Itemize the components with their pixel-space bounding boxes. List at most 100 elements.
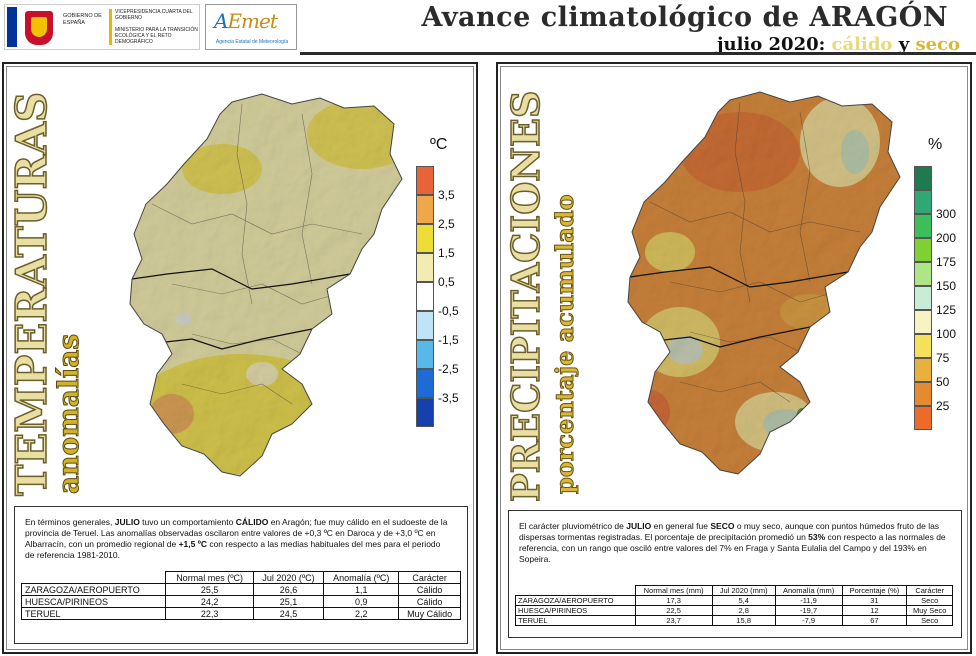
- vicepresidency-text: Vicepresidencia Cuarta del Gobierno: [115, 9, 193, 21]
- precipitation-vertical-subtitle: porcentaje acumulado: [550, 194, 580, 495]
- gov-label: Gobierno de España: [63, 13, 102, 26]
- page-subtitle: julio 2020: cálido y seco: [717, 34, 960, 55]
- table-cell: 67: [841, 615, 908, 626]
- table-cell: 31: [841, 595, 908, 606]
- station-name: TERUEL: [20, 607, 167, 620]
- precip-desc-p1: El carácter pluviométrico de: [519, 521, 627, 531]
- table-row: HUESCA/PIRINEOS 24,2 25,1 0,9 Cálido: [20, 595, 461, 608]
- temp-aragon-outline: [129, 93, 403, 477]
- precip-col-character: Carácter: [906, 585, 953, 596]
- station-name: HUESCA/PIRINEOS: [20, 595, 167, 608]
- precipitation-legend-label: 50: [936, 375, 950, 389]
- station-name: ZARAGOZA/AEROPUERTO: [20, 583, 167, 596]
- aemet-a: A: [214, 9, 228, 33]
- subtitle-dry: seco: [915, 34, 960, 55]
- government-logo: Gobierno de España Vicepresidencia Cuart…: [4, 4, 200, 50]
- temperature-description: En términos generales, JULIO tuvo un com…: [25, 517, 449, 561]
- temperature-legend-swatch: [416, 340, 434, 369]
- precip-desc-character: SECO: [710, 521, 735, 531]
- precipitation-table-header: Normal mes (mm) Jul 2020 (mm) Anomalía (…: [516, 585, 953, 596]
- table-cell: 25,5: [165, 583, 254, 596]
- temperature-legend-label: -3,5: [438, 391, 459, 405]
- temperature-summary-box: En términos generales, JULIO tuvo un com…: [14, 506, 468, 644]
- precip-col-jul2020: Jul 2020 (mm): [711, 585, 776, 596]
- table-cell: 22,5: [634, 605, 713, 616]
- title-divider: [300, 52, 976, 55]
- temp-relief-shading: [130, 94, 402, 476]
- temp-col-jul2020: Jul 2020 (ºC): [252, 571, 325, 584]
- precipitation-legend-label: 300: [936, 207, 957, 221]
- table-cell: 17,3: [634, 595, 713, 606]
- temperature-legend-label: 0,5: [438, 275, 455, 289]
- temperature-legend-swatch: [416, 369, 434, 398]
- table-row: TERUEL 23,7 15,8 -7,9 67 Seco: [515, 615, 953, 626]
- table-cell: Cálido: [398, 583, 461, 596]
- precip-desc-average: 53%: [808, 532, 826, 542]
- precip-desc-p3: o muy seco, aunque con puntos húmedos fr…: [519, 521, 940, 542]
- table-cell: 15,8: [711, 615, 776, 626]
- table-corner: [516, 586, 636, 596]
- temperature-table: Normal mes (ºC) Jul 2020 (ºC) Anomalía (…: [20, 571, 461, 620]
- precipitation-legend-label: 100: [936, 327, 957, 341]
- ministry-label: Vicepresidencia Cuarta del Gobierno Mini…: [109, 9, 201, 45]
- table-cell: Seco: [906, 615, 953, 626]
- table-cell: 25,1: [252, 595, 325, 608]
- precipitation-description: El carácter pluviométrico de JULIO en ge…: [519, 521, 947, 565]
- temp-desc-character: CÁLIDO: [235, 517, 269, 527]
- temperature-legend-swatch: [416, 253, 434, 282]
- aemet-rest: Emet: [227, 9, 277, 33]
- precipitation-legend-label: 25: [936, 399, 950, 413]
- temperature-legend-swatch: [416, 224, 434, 253]
- table-cell: -19,7: [774, 605, 843, 616]
- temperature-vertical-title: TEMPERATURAS: [6, 91, 57, 497]
- precipitation-legend-swatch: [914, 262, 932, 286]
- precipitation-legend-unit: %: [928, 136, 943, 153]
- precipitation-legend-swatch: [914, 190, 932, 214]
- table-cell: 24,2: [165, 595, 254, 608]
- table-cell: 12: [841, 605, 908, 616]
- precip-desc-p2: en general fue: [651, 521, 711, 531]
- table-cell: 2,8: [711, 605, 776, 616]
- precip-col-normal: Normal mes (mm): [634, 585, 713, 596]
- temperature-legend-swatch: [416, 166, 434, 195]
- precipitation-legend-swatch: [914, 166, 932, 190]
- precip-col-percentage: Porcentaje (%): [841, 585, 908, 596]
- temperature-legend-label: -0,5: [438, 304, 459, 318]
- aemet-subtitle: Agencia Estatal de Meteorología: [215, 39, 289, 45]
- temperature-table-header: Normal mes (ºC) Jul 2020 (ºC) Anomalía (…: [22, 571, 461, 584]
- table-cell: Muy Seco: [906, 605, 953, 616]
- table-cell: -7,9: [774, 615, 843, 626]
- precipitation-legend-swatch: [914, 358, 932, 382]
- subtitle-warm: cálido: [831, 34, 893, 55]
- temp-desc-p1: En términos generales,: [25, 517, 115, 527]
- table-cell: 23,7: [634, 615, 713, 626]
- precipitation-panel-frame: [500, 66, 968, 650]
- table-corner: [22, 572, 166, 584]
- temp-province-border-2: [147, 328, 313, 350]
- precipitation-legend: % 300 200 175 150 125 100 75 50 25: [912, 136, 972, 446]
- precip-relief-shading: [628, 92, 900, 474]
- precipitation-vertical-title: PRECIPITACIONES: [502, 90, 549, 503]
- precipitation-legend-swatch: [914, 238, 932, 262]
- precipitation-map: [627, 91, 901, 475]
- temperature-panel-frame: [6, 66, 474, 650]
- precipitation-legend-label: 200: [936, 231, 957, 245]
- temp-province-border-1: [131, 268, 351, 290]
- aemet-logo: AEmet Agencia Estatal de Meteorología: [205, 4, 297, 50]
- precip-desc-p4: con respecto a las normales de referenci…: [519, 532, 946, 564]
- temperature-map: [129, 93, 403, 477]
- temp-col-normal: Normal mes (ºC): [165, 571, 254, 584]
- precipitation-legend-swatch: [914, 214, 932, 238]
- precip-col-anomaly: Anomalía (mm): [774, 585, 843, 596]
- aemet-wordmark: AEmet: [214, 9, 278, 33]
- precipitation-legend-swatch: [914, 286, 932, 310]
- temperature-legend-label: -1,5: [438, 333, 459, 347]
- temperature-legend-swatch: [416, 195, 434, 224]
- eu-flag-icon: [7, 7, 17, 47]
- spain-shield-icon: [25, 11, 53, 45]
- table-cell: 1,1: [323, 583, 400, 596]
- table-row: ZARAGOZA/AEROPUERTO 25,5 26,6 1,1 Cálido: [20, 583, 461, 596]
- precip-province-border-2: [645, 326, 811, 348]
- temperature-panel: TEMPERATURAS anomalías: [2, 62, 478, 654]
- subtitle-and: y: [892, 34, 916, 55]
